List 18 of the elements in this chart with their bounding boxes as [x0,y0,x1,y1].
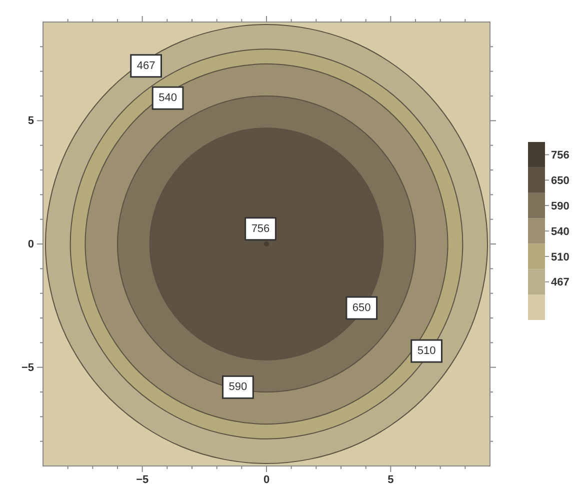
text: 590 [228,381,248,394]
legend-label: 650 [551,174,570,187]
legend-label: 590 [551,200,570,212]
y-tick-label: 0 [28,238,34,251]
text: 510 [417,345,436,358]
text: 467 [136,60,156,72]
x-tick-label: 5 [388,474,394,486]
y-tick-label: −5 [21,362,34,374]
x-tick-label: 0 [263,474,270,486]
legend-label: 467 [551,276,570,289]
text: 540 [158,92,177,104]
x-tick-label: −5 [136,474,149,486]
y-tick-label: 5 [28,115,34,128]
text: 756 [251,222,270,235]
legend-label: 756 [551,150,570,162]
legend-label: 540 [551,226,570,238]
legend-label: 510 [551,251,570,264]
text: 650 [352,302,371,314]
